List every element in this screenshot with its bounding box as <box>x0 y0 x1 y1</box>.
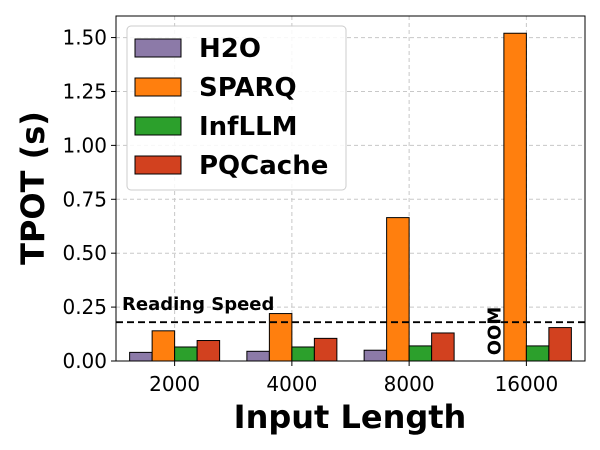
x-axis-label: Input Length <box>234 398 467 436</box>
x-tick-label: 8000 <box>384 372 435 396</box>
bar-infllm-8000 <box>408 345 433 362</box>
legend-label-pqcache: PQCache <box>199 151 328 181</box>
bar-h2o-4000 <box>246 350 270 362</box>
bar-h2o-8000 <box>363 349 388 362</box>
bar-sparq-2000 <box>151 330 176 362</box>
bar-pqcache-2000 <box>196 340 221 362</box>
y-tick-label: 1.00 <box>62 133 107 157</box>
y-tick-label: 0.25 <box>62 295 107 319</box>
legend: H2O SPARQ InfLLM PQCache <box>126 25 347 191</box>
legend-swatch-sparq <box>134 77 182 97</box>
oom-annotation: OOM <box>485 307 506 356</box>
plot-frame <box>115 15 586 362</box>
bar-pqcache-4000 <box>313 337 338 362</box>
x-tick-label: 2000 <box>149 372 200 396</box>
legend-label-sparq: SPARQ <box>199 73 297 103</box>
y-tick-label: 1.50 <box>62 26 107 50</box>
bar-infllm-2000 <box>174 346 198 362</box>
reading-speed-label: Reading Speed <box>122 294 274 315</box>
bar-h2o-2000 <box>129 351 153 362</box>
legend-swatch-h2o <box>134 38 182 58</box>
bar-sparq-8000 <box>386 217 410 362</box>
legend-swatch-infllm <box>134 116 182 136</box>
y-tick-label: 0.00 <box>62 349 107 373</box>
x-tick-label: 16000 <box>495 372 559 396</box>
y-axis-ticks: 0.00 0.25 0.50 0.75 1.00 1.25 1.50 <box>62 26 116 373</box>
x-tick-label: 4000 <box>266 372 317 396</box>
bar-sparq-16000 <box>503 32 527 362</box>
legend-label-h2o: H2O <box>199 34 261 64</box>
x-axis-ticks: 2000 4000 8000 16000 <box>149 361 558 396</box>
bar-pqcache-16000 <box>548 327 572 362</box>
y-tick-label: 0.75 <box>62 187 107 211</box>
legend-box <box>126 25 347 191</box>
bar-sparq-4000 <box>268 313 293 362</box>
legend-swatch-pqcache <box>134 155 182 175</box>
legend-label-infllm: InfLLM <box>199 112 298 142</box>
y-tick-label: 1.25 <box>62 79 107 103</box>
y-axis-label: TPOT (s) <box>14 111 52 265</box>
reference-line-group: Reading Speed <box>116 294 585 324</box>
bar-pqcache-8000 <box>431 332 455 362</box>
y-tick-label: 0.50 <box>62 241 107 265</box>
bar-infllm-16000 <box>525 345 550 362</box>
bar-infllm-4000 <box>291 346 315 362</box>
